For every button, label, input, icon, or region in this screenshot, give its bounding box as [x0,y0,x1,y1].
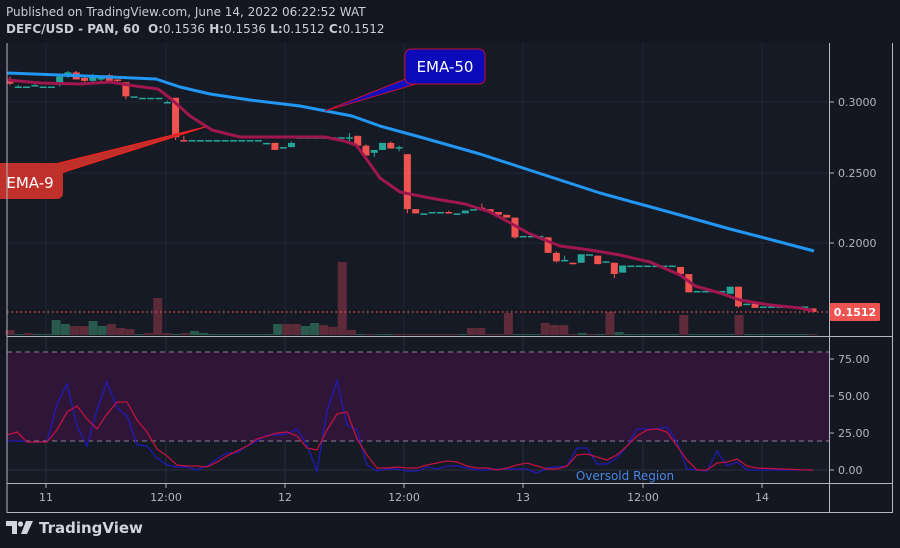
svg-text:0.3000: 0.3000 [838,96,877,109]
svg-text:0.1512: 0.1512 [834,306,876,319]
ohlc-open: 0.1536 [163,22,206,36]
svg-text:50.00: 50.00 [838,390,870,403]
svg-text:0.00: 0.00 [838,464,863,477]
svg-text:12:00: 12:00 [388,491,420,504]
ohlc-low-key: L: [270,22,283,36]
price-axis[interactable]: 0.3000 0.2500 0.2000 [829,96,877,250]
ema50-line [6,71,815,253]
rsi-band [7,351,829,442]
last-price-badge: 0.1512 [830,303,880,321]
ohlc-low: 0.1512 [282,22,325,36]
ema9-line [6,78,814,313]
publish-info: Published on TradingView.com, June 14, 2… [6,5,366,19]
svg-text:14: 14 [755,491,769,504]
ema9-label: EMA-9 [6,174,53,192]
svg-text:75.00: 75.00 [838,353,870,366]
volume-histogram [5,262,818,335]
ohlc-open-key: O: [148,22,164,36]
ema50-label: EMA-50 [417,58,474,76]
svg-text:11: 11 [39,491,53,504]
tradingview-logo-text: TradingView [39,519,143,537]
ema9-callout[interactable]: EMA-9 [0,126,206,199]
svg-text:13: 13 [516,491,530,504]
tradingview-logo[interactable]: TradingView [6,519,143,537]
tradingview-logo-icon [6,521,33,534]
svg-text:12:00: 12:00 [627,491,659,504]
axis-frames [6,43,893,513]
svg-text:25.00: 25.00 [838,427,870,440]
svg-text:12:00: 12:00 [150,491,182,504]
svg-text:12: 12 [278,491,292,504]
rsi-ma-line [6,401,813,471]
ohlc-close-key: C: [328,22,343,36]
ema50-callout[interactable]: EMA-50 [324,48,486,112]
rsi-axis[interactable]: 75.00 50.00 25.00 0.00 [829,353,870,477]
ohlc-high: 0.1536 [224,22,267,36]
ohlc-close: 0.1512 [342,22,385,36]
symbol-legend: DEFC/USD - PAN, 60 O:0.1536 H:0.1536 L:0… [6,22,385,36]
oversold-region-label: Oversold Region [576,469,674,483]
svg-text:0.2500: 0.2500 [838,167,877,180]
symbol-name[interactable]: DEFC/USD - PAN, 60 [6,22,140,36]
ohlc-high-key: H: [209,22,225,36]
svg-text:0.2000: 0.2000 [838,237,877,250]
time-axis[interactable]: 11 12:00 12 12:00 13 12:00 14 [39,484,769,504]
